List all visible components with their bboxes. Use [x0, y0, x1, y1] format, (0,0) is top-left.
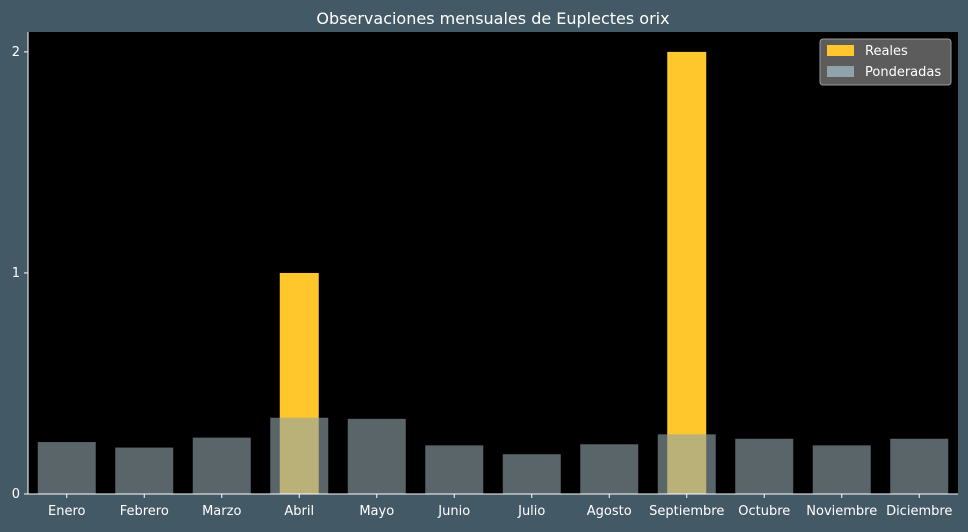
bar-ponderadas-junio [425, 445, 484, 494]
bar-ponderadas-agosto [580, 444, 639, 494]
axes: 0 1 2 Enero Febrero Marzo Abril Mayo Junio Julio A… [12, 32, 958, 519]
bar-ponderadas-julio [502, 454, 561, 494]
bar-ponderadas-octubre [735, 438, 794, 494]
x-tick-label-abril: Abril [284, 504, 314, 519]
series-ponderadas-bars [37, 417, 949, 494]
x-tick-label-julio: Julio [517, 504, 545, 519]
bar-reales-septiembre [667, 51, 707, 494]
bar-ponderadas-marzo [192, 437, 251, 494]
x-tick-label-octubre: Octubre [738, 504, 790, 519]
bar-ponderadas-septiembre [657, 434, 716, 494]
x-tick-label-noviembre: Noviembre [806, 504, 877, 519]
chart-title: Observaciones mensuales de Euplectes ori… [316, 9, 669, 28]
bar-ponderadas-enero [37, 442, 96, 494]
x-tick-label-septiembre: Septiembre [649, 504, 724, 519]
x-tick-label-mayo: Mayo [359, 504, 394, 519]
x-tick-label-agosto: Agosto [587, 504, 632, 519]
legend-label-ponderadas: Ponderadas [865, 65, 941, 80]
y-tick-label: 2 [12, 45, 20, 60]
bar-ponderadas-diciembre [890, 438, 949, 494]
legend-swatch-reales [827, 45, 854, 56]
bar-ponderadas-mayo [347, 418, 406, 494]
series-reales-bars [279, 51, 707, 494]
y-tick-label: 0 [12, 487, 20, 502]
y-tick-label: 1 [12, 266, 20, 281]
legend-label-reales: Reales [865, 44, 908, 59]
plot-area [28, 32, 958, 494]
bar-ponderadas-noviembre [812, 445, 871, 494]
legend-swatch-ponderadas [827, 66, 854, 77]
x-tick-label-marzo: Marzo [202, 504, 241, 519]
x-tick-label-diciembre: Diciembre [886, 504, 952, 519]
x-tick-label-febrero: Febrero [120, 504, 169, 519]
bar-ponderadas-abril [270, 417, 329, 494]
bar-ponderadas-febrero [115, 447, 174, 494]
x-tick-label-enero: Enero [48, 504, 86, 519]
legend: Reales Ponderadas [819, 38, 952, 86]
x-tick-label-junio: Junio [437, 504, 470, 519]
